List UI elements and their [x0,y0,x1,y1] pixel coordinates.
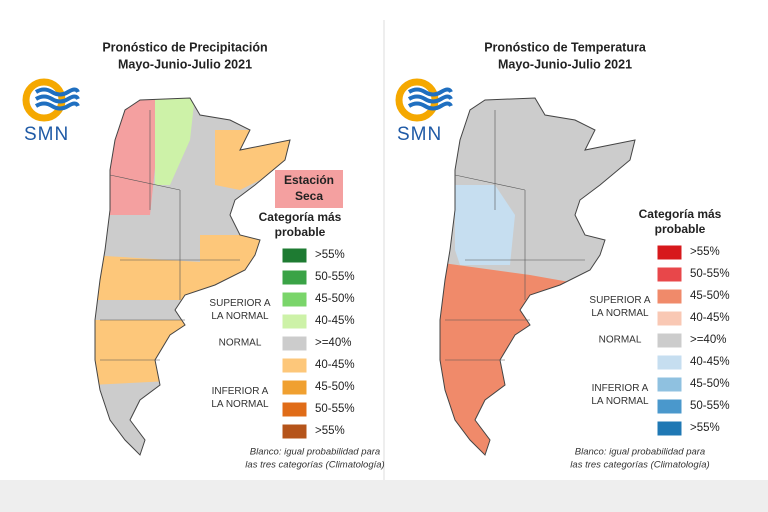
badge [275,170,343,208]
legend-label: 50-55% [690,400,730,412]
group-label: INFERIOR A [592,383,649,394]
legend-swatch [281,335,308,352]
legend-swatch [281,291,308,308]
legend-label: >55% [690,246,720,258]
logo-wave [34,87,80,97]
group-label: LA NORMAL [591,396,649,407]
logo: SMN [395,78,453,145]
logo-wave [34,94,80,104]
legend-swatch [656,310,683,327]
legend-label: 40-45% [315,315,355,327]
legend-swatch [281,423,308,440]
legend-label: 50-55% [315,403,355,415]
logo-wave [407,87,453,97]
badge-text: Estación [284,173,334,187]
group-label: LA NORMAL [211,399,269,410]
legend-swatch [281,379,308,396]
legend-label: >55% [690,422,720,434]
logo-text: SMN [397,124,442,145]
group-label: INFERIOR A [212,386,269,397]
panel-title: Mayo-Junio-Julio 2021 [118,57,252,71]
legend-swatch [281,247,308,264]
note: las tres categorías (Climatología) [245,460,384,471]
legend-swatch [281,401,308,418]
temperature-map [439,97,636,456]
precipitation-map [94,97,291,456]
logo-wave [407,101,453,111]
legend-label: 40-45% [315,359,355,371]
legend-swatch [281,269,308,286]
legend-swatch [656,332,683,349]
logo-wave [34,101,80,111]
group-label: SUPERIOR A [589,295,650,306]
legend-label: >=40% [690,334,726,346]
group-label: NORMAL [219,338,262,349]
panel-title: Pronóstico de Temperatura [484,40,647,54]
group-label: LA NORMAL [211,311,269,322]
legend-label: 50-55% [315,271,355,283]
legend-label: 45-50% [315,381,355,393]
logo-wave [407,94,453,104]
logo: SMN [22,78,80,145]
legend-title: Categoría más [639,207,722,221]
legend-title: probable [275,225,326,239]
legend-title: Categoría más [259,210,342,224]
legend-swatch [281,313,308,330]
legend-label: 45-50% [690,290,730,302]
group-label: LA NORMAL [591,308,649,319]
panel-title: Pronóstico de Precipitación [102,40,267,54]
panel-title: Mayo-Junio-Julio 2021 [498,57,632,71]
legend-swatch [656,244,683,261]
legend-label: >55% [315,249,345,261]
badge-text: Seca [295,189,323,203]
note: las tres categorías (Climatología) [570,460,709,471]
legend-swatch [656,354,683,371]
legend-swatch [656,398,683,415]
legend-swatch [656,266,683,283]
legend-label: >=40% [315,337,351,349]
legend-swatch [656,420,683,437]
group-label: SUPERIOR A [209,298,270,309]
legend-label: 40-45% [690,356,730,368]
legend-label: 45-50% [315,293,355,305]
note: Blanco: igual probabilidad para [250,447,380,458]
legend-label: 45-50% [690,378,730,390]
legend-swatch [281,357,308,374]
logo-text: SMN [24,124,69,145]
note: Blanco: igual probabilidad para [575,447,705,458]
legend-label: 50-55% [690,268,730,280]
legend-label: >55% [315,425,345,437]
bottom-shadow [0,480,768,512]
legend-swatch [656,288,683,305]
legend-swatch [656,376,683,393]
group-label: NORMAL [599,335,642,346]
legend-title: probable [655,222,706,236]
legend-label: 40-45% [690,312,730,324]
